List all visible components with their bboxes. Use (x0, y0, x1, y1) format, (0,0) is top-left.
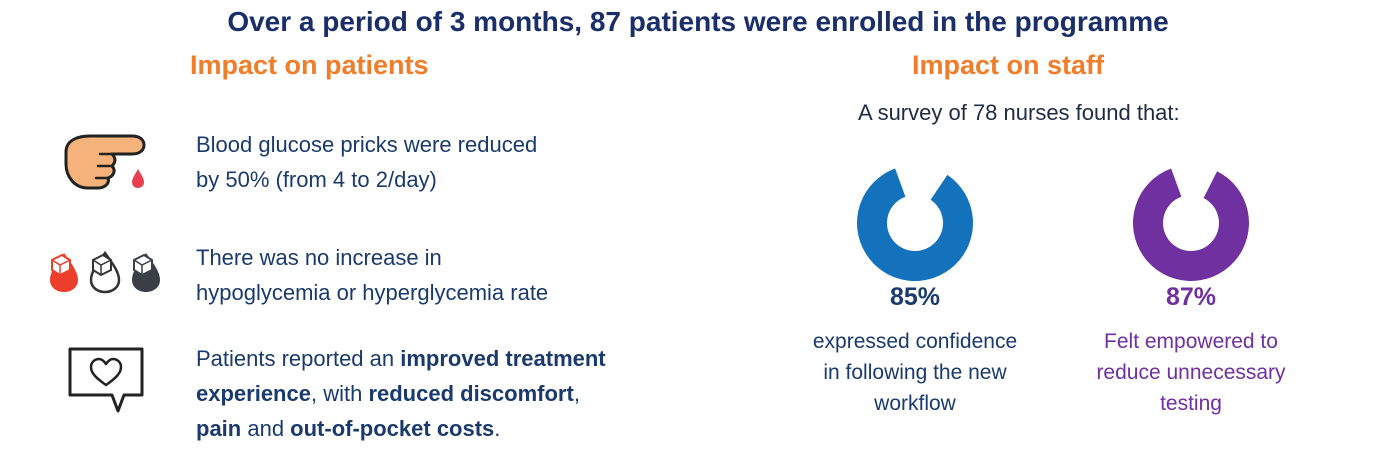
percent-label-confidence: 85% (889, 283, 941, 311)
desc-line: workflow (874, 392, 956, 415)
desc-line: Felt empowered to (1104, 330, 1278, 353)
text-segment: by 50% (from 4 to 2/day) (196, 167, 437, 192)
donut-arc-confidence (857, 168, 973, 281)
text-segment: . (494, 416, 501, 441)
text-segment: There was no increase in (196, 245, 442, 270)
text-segment: Patients reported an (196, 346, 401, 371)
donut-arc-empowered (1133, 168, 1249, 281)
text-line: experience, with reduced discomfort, (196, 376, 606, 411)
bold-segment: improved treatment (400, 346, 606, 371)
patients-heading: Impact on patients (190, 50, 429, 80)
donut-chart-empowered (1133, 168, 1249, 281)
patient-impact-glycemia-rate: There was no increase in hypoglycemia or … (196, 240, 548, 310)
patient-impact-treatment-experience: Patients reported an improved treatment e… (196, 341, 606, 446)
text-line: by 50% (from 4 to 2/day) (196, 162, 537, 197)
bold-segment: pain (196, 416, 242, 441)
text-segment: , with (310, 381, 369, 406)
main-title: Over a period of 3 months, 87 patients w… (227, 6, 1169, 37)
text-segment: hypoglycemia or hyperglycemia rate (196, 280, 549, 305)
text-segment: and (241, 416, 291, 441)
heart-speech-bubble-icon (68, 347, 144, 413)
survey-intro: A survey of 78 nurses found that: (858, 100, 1180, 125)
bold-segment: reduced discomfort (368, 381, 574, 406)
glucose-drops-icon (50, 250, 160, 294)
text-line: pain and out-of-pocket costs. (196, 411, 606, 446)
desc-empowered: Felt empowered to reduce unnecessary tes… (1056, 326, 1326, 419)
bold-segment: experience (196, 381, 311, 406)
percent-label-empowered: 87% (1165, 283, 1217, 311)
text-line: Blood glucose pricks were reduced (196, 127, 537, 162)
desc-confidence: expressed confidence in following the ne… (780, 326, 1050, 419)
text-line: There was no increase in (196, 240, 548, 275)
desc-line: in following the new (823, 361, 1007, 384)
hyperglycemia-drop-icon (132, 253, 160, 292)
patient-impact-glucose-pricks: Blood glucose pricks were reduced by 50% … (196, 127, 537, 197)
desc-line: reduce unnecessary (1096, 361, 1286, 384)
bold-segment: out-of-pocket costs (290, 416, 495, 441)
text-line: hypoglycemia or hyperglycemia rate (196, 275, 548, 310)
normal-glucose-drop-icon (89, 250, 121, 294)
desc-line: testing (1160, 392, 1222, 415)
hypoglycemia-drop-icon (50, 253, 78, 292)
text-segment: , (573, 381, 580, 406)
staff-heading: Impact on staff (912, 50, 1105, 80)
text-line: Patients reported an improved treatment (196, 341, 606, 376)
text-segment: Blood glucose pricks were reduced (196, 132, 538, 157)
finger-prick-icon (64, 134, 146, 190)
desc-line: expressed confidence (812, 330, 1018, 353)
donut-chart-confidence (857, 168, 973, 281)
